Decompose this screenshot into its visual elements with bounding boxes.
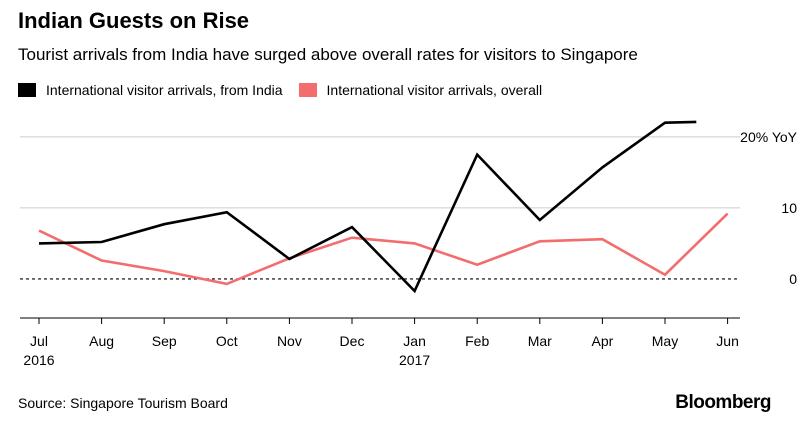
x-tick-sublabel: 2017 bbox=[399, 352, 430, 368]
x-tick-label: Jul bbox=[30, 333, 48, 349]
legend-item-overall: International visitor arrivals, overall bbox=[298, 82, 543, 98]
x-tick-label: Jun bbox=[716, 333, 739, 349]
x-tick-label: Sep bbox=[152, 333, 177, 349]
x-tick-label: Aug bbox=[89, 333, 114, 349]
series-line-overall bbox=[38, 212, 729, 286]
chart-title: Indian Guests on Rise bbox=[18, 8, 250, 33]
brand-logo: Bloomberg bbox=[675, 392, 771, 413]
y-tick-label: 20% YoY bbox=[740, 129, 797, 145]
series-line-india bbox=[38, 120, 697, 294]
legend-label-india: International visitor arrivals, from Ind… bbox=[46, 82, 283, 98]
legend: International visitor arrivals, from Ind… bbox=[18, 82, 558, 98]
legend-label-overall: International visitor arrivals, overall bbox=[326, 82, 543, 98]
legend-item-india: International visitor arrivals, from Ind… bbox=[18, 82, 283, 98]
x-tick-label: Nov bbox=[277, 333, 302, 349]
y-tick-label: 0 bbox=[789, 271, 797, 287]
x-tick-label: Mar bbox=[528, 333, 552, 349]
x-tick-label: Apr bbox=[592, 333, 614, 349]
x-tick-label: Oct bbox=[216, 333, 238, 349]
x-tick-label: Dec bbox=[340, 333, 365, 349]
x-tick-sublabel: 2016 bbox=[23, 352, 54, 368]
legend-swatch-overall bbox=[298, 83, 317, 97]
x-tick-label: May bbox=[652, 333, 678, 349]
chart-subtitle: Tourist arrivals from India have surged … bbox=[18, 45, 638, 64]
y-tick-label: 10 bbox=[781, 200, 797, 216]
x-tick-label: Jan bbox=[403, 333, 426, 349]
legend-swatch-india bbox=[18, 83, 36, 97]
x-tick-label: Feb bbox=[465, 333, 489, 349]
source-note: Source: Singapore Tourism Board bbox=[18, 395, 228, 411]
